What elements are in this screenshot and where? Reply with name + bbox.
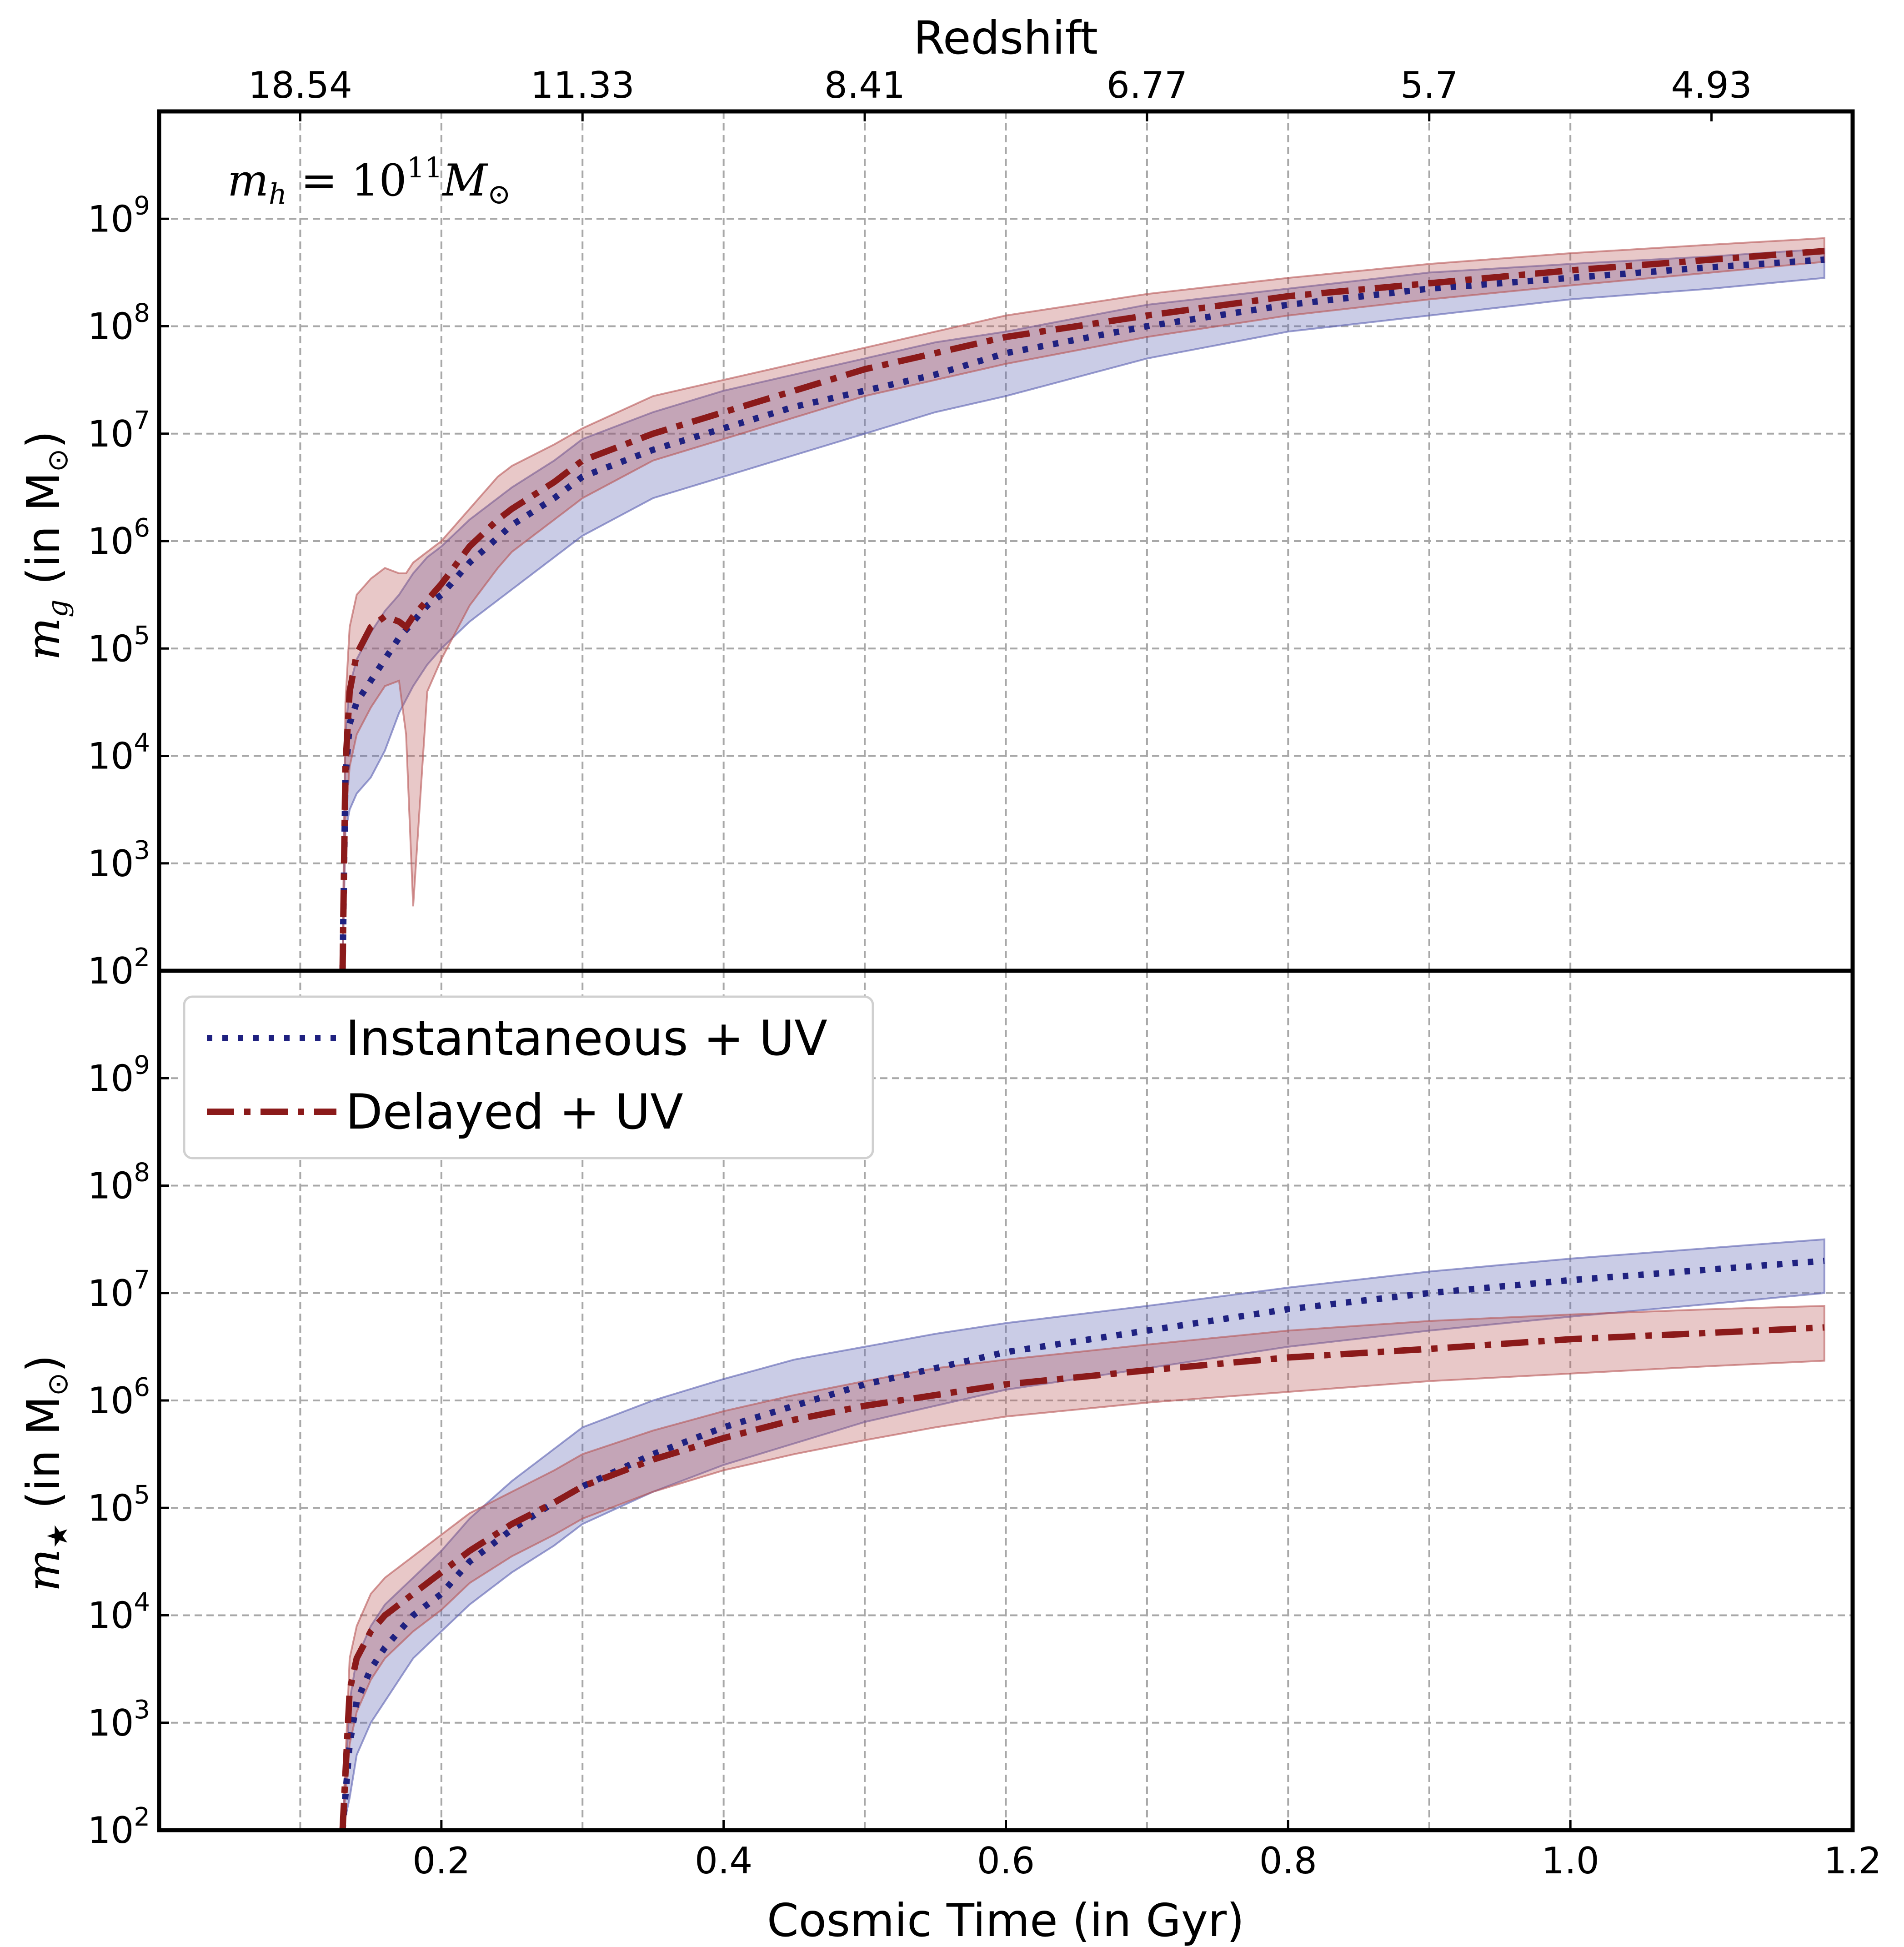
- bottom-y-axis-title: m★ (in M⊙): [17, 1355, 74, 1591]
- ytick-label-0-5: 105: [88, 621, 150, 670]
- line-stellar-mass-delayed: [339, 1324, 1825, 1831]
- xtick-label-1: 0.4: [695, 1840, 752, 1882]
- top-tick-label-1: 11.33: [531, 64, 635, 106]
- top-axis-title: Redshift: [913, 11, 1098, 65]
- top-tick-label-4: 5.7: [1400, 64, 1458, 106]
- xtick-label-2: 0.6: [977, 1840, 1035, 1882]
- x-axis-title: Cosmic Time (in Gyr): [767, 1894, 1244, 1947]
- ytick-label-1-7: 107: [88, 1265, 150, 1315]
- ytick-label-0-4: 104: [88, 728, 150, 778]
- ytick-label-0-7: 107: [88, 406, 150, 455]
- xtick-label-0: 0.2: [412, 1840, 470, 1882]
- ytick-label-0-8: 108: [88, 299, 150, 348]
- legend-box: [183, 995, 874, 1159]
- line-layer: [339, 248, 1825, 1831]
- legend-label-delayed: Delayed + UV: [346, 1084, 683, 1140]
- ytick-label-1-3: 103: [88, 1695, 150, 1744]
- ytick-label-1-9: 109: [88, 1050, 150, 1099]
- xtick-label-4: 1.0: [1542, 1840, 1599, 1882]
- top-tick-label-3: 6.77: [1107, 64, 1187, 106]
- line-stellar-mass-instantaneous: [339, 1257, 1825, 1831]
- xtick-label-5: 1.2: [1824, 1840, 1881, 1882]
- grid-layer: [159, 111, 1853, 1830]
- band-stellar-mass-delayed: [341, 1305, 1825, 1831]
- ytick-label-1-2: 102: [88, 1802, 150, 1852]
- xtick-label-3: 0.8: [1259, 1840, 1317, 1882]
- ytick-label-1-6: 106: [88, 1373, 150, 1422]
- top-tick-label-0: 18.54: [248, 64, 352, 106]
- top-tick-label-5: 4.93: [1671, 64, 1752, 106]
- ytick-label-0-2: 102: [88, 943, 150, 992]
- ytick-label-1-8: 108: [88, 1158, 150, 1207]
- band-stellar-mass-instantaneous: [341, 1238, 1825, 1831]
- ytick-label-1-5: 105: [88, 1480, 150, 1529]
- top-tick-label-2: 8.41: [824, 64, 905, 106]
- ytick-label-1-4: 104: [88, 1588, 150, 1637]
- line-gas-mass-delayed: [339, 248, 1825, 971]
- legend-label-instantaneous: Instantaneous + UV: [346, 1010, 827, 1066]
- ytick-label-0-9: 109: [88, 191, 150, 240]
- band-gas-mass-delayed: [341, 237, 1825, 971]
- ytick-label-0-6: 106: [88, 513, 150, 562]
- ytick-label-0-3: 103: [88, 836, 150, 885]
- top-y-axis-title: mg (in M⊙): [17, 431, 74, 661]
- tick-layer: 102 103 104 105 106 107 108 109 102 103 104 105 106 1…: [88, 64, 1882, 1882]
- legend: Instantaneous + UV Delayed + UV: [183, 995, 874, 1159]
- line-gas-mass-instantaneous: [339, 256, 1825, 971]
- halo-mass-annotation: mh = 1011M⊙: [227, 151, 511, 211]
